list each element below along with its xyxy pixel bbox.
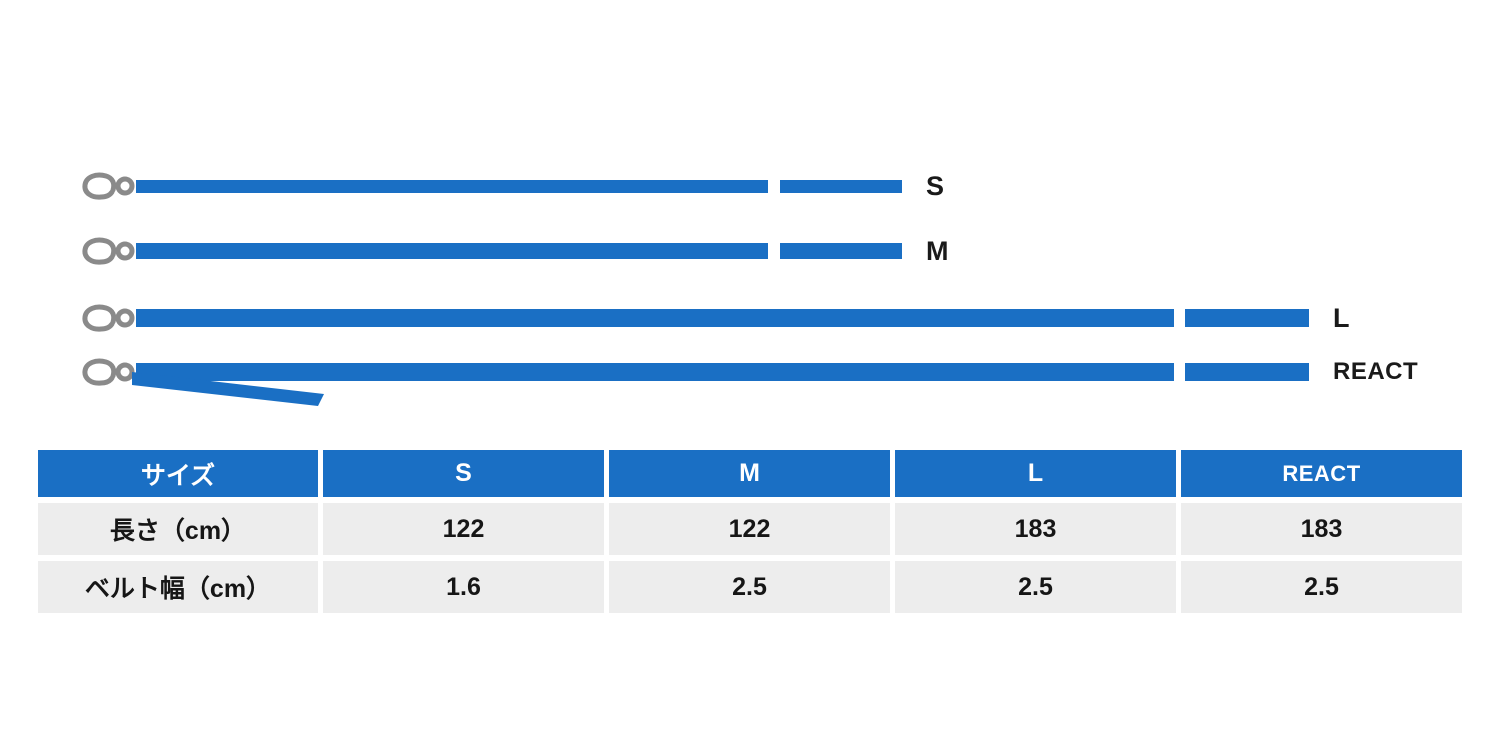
leash-row-s: S bbox=[80, 169, 944, 203]
leash-label: S bbox=[926, 170, 945, 201]
table-cell: 122 bbox=[609, 503, 890, 555]
table-cell: 2.5 bbox=[609, 561, 890, 613]
table-cell: 183 bbox=[895, 503, 1176, 555]
table-header-size: サイズ bbox=[38, 450, 318, 497]
leash-strap bbox=[136, 243, 768, 259]
snap-hook-icon bbox=[82, 304, 135, 332]
leash-strap-handle bbox=[780, 179, 902, 193]
table-cell: 1.6 bbox=[323, 561, 604, 613]
table-cell: 183 bbox=[1181, 503, 1462, 555]
row-belt-width-label: ベルト幅（cm） bbox=[38, 561, 318, 613]
loose-strap-end bbox=[132, 372, 324, 406]
row-length-label: 長さ（cm） bbox=[38, 503, 318, 555]
leash-strap bbox=[136, 309, 1174, 327]
leash-row-l: L bbox=[80, 301, 1350, 335]
leash-strap-handle bbox=[1185, 309, 1309, 327]
leash-strap-handle bbox=[780, 243, 902, 259]
table-header-react: REACT bbox=[1181, 450, 1462, 497]
table-cell: 2.5 bbox=[1181, 561, 1462, 613]
leash-row-m: M bbox=[80, 234, 949, 268]
leash-label: REACT bbox=[1333, 358, 1419, 385]
table-header-s: S bbox=[323, 450, 604, 497]
size-table: サイズ S M L REACT 長さ（cm） 122 122 183 183 ベ… bbox=[38, 450, 1462, 613]
table-cell: 2.5 bbox=[895, 561, 1176, 613]
leash-strap bbox=[136, 179, 768, 193]
leash-row-react: REACT bbox=[80, 355, 1418, 389]
table-header-m: M bbox=[609, 450, 890, 497]
leash-strap-handle bbox=[1185, 363, 1309, 381]
snap-hook-icon bbox=[82, 358, 135, 386]
table-cell: 122 bbox=[323, 503, 604, 555]
leash-label: M bbox=[926, 235, 949, 266]
snap-hook-icon bbox=[82, 237, 135, 265]
leash-label: L bbox=[1333, 302, 1350, 333]
table-header-l: L bbox=[895, 450, 1176, 497]
snap-hook-icon bbox=[82, 172, 135, 200]
leash-strap bbox=[136, 363, 1174, 381]
